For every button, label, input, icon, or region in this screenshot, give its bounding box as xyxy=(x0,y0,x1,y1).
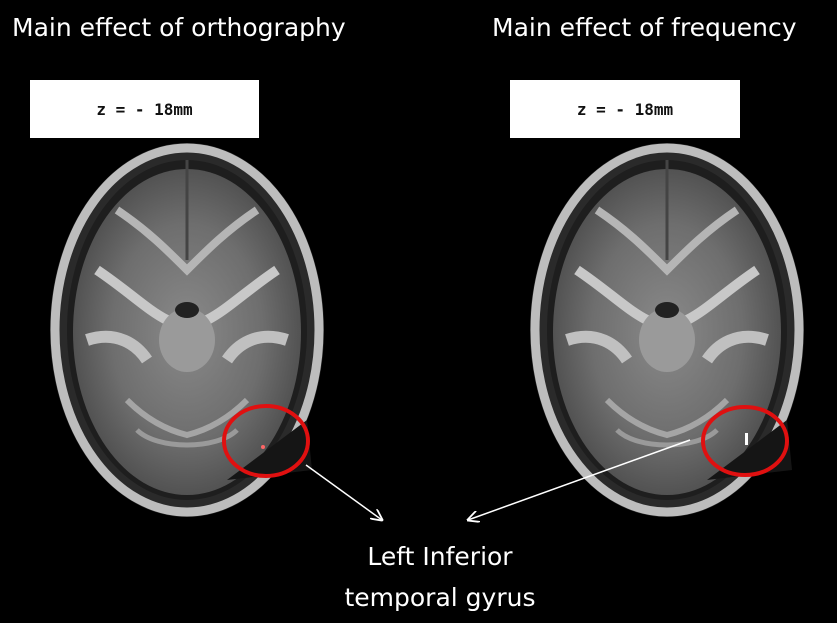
annotation-line: Left Inferior xyxy=(367,542,513,571)
panel-title: Main effect of frequency xyxy=(492,13,797,42)
brain-scan xyxy=(50,143,324,517)
panel-title: Main effect of orthography xyxy=(12,13,346,42)
slice-box xyxy=(510,80,740,138)
slice-box xyxy=(30,80,259,138)
activation xyxy=(745,433,748,445)
activation xyxy=(261,445,265,449)
arrow xyxy=(305,464,382,520)
arrow xyxy=(468,439,691,520)
highlight-circle xyxy=(222,404,310,478)
annotation-line: temporal gyrus xyxy=(344,583,535,612)
slice-label: z = - 18mm xyxy=(96,100,193,119)
highlight-circle xyxy=(701,405,789,477)
brain-scan xyxy=(530,143,804,517)
slice-label: z = - 18mm xyxy=(577,100,674,119)
